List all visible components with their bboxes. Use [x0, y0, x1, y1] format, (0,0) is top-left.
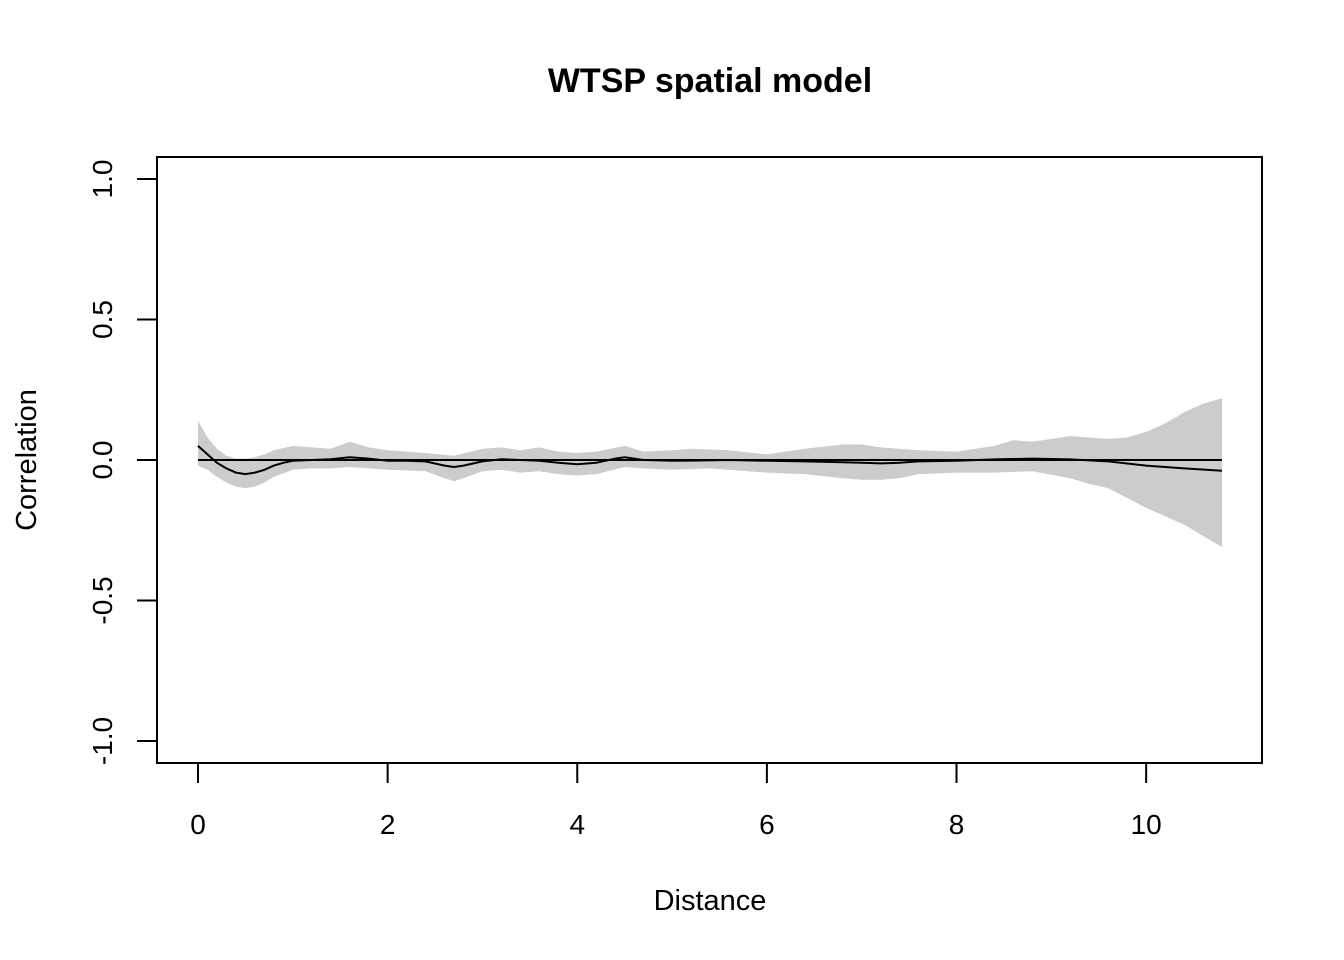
x-axis-label: Distance: [654, 885, 767, 917]
series-layer: [197, 445, 1223, 476]
x-tick-label: 0: [190, 809, 206, 840]
chart-title: WTSP spatial model: [548, 62, 872, 100]
series-line-0: [197, 445, 1223, 476]
x-tick-label: 6: [759, 809, 775, 840]
y-tick-label: 1.0: [87, 160, 118, 199]
confidence-band: [198, 398, 1222, 548]
x-axis: 0 2 4 6 8 10: [190, 762, 1162, 840]
y-axis-label: Correlation: [11, 389, 43, 531]
x-tick-label: 8: [949, 809, 965, 840]
x-tick-label: 10: [1131, 809, 1162, 840]
confidence-band-layer: [198, 398, 1222, 548]
x-tick-label: 4: [569, 809, 585, 840]
x-tick-label: 2: [380, 809, 396, 840]
y-tick-label: 0.0: [87, 441, 118, 480]
y-tick-label: 0.5: [87, 300, 118, 339]
y-tick-label: -0.5: [87, 576, 118, 624]
y-axis: -1.0 -0.5 0.0 0.5 1.0: [87, 160, 158, 765]
y-tick-label: -1.0: [87, 717, 118, 765]
